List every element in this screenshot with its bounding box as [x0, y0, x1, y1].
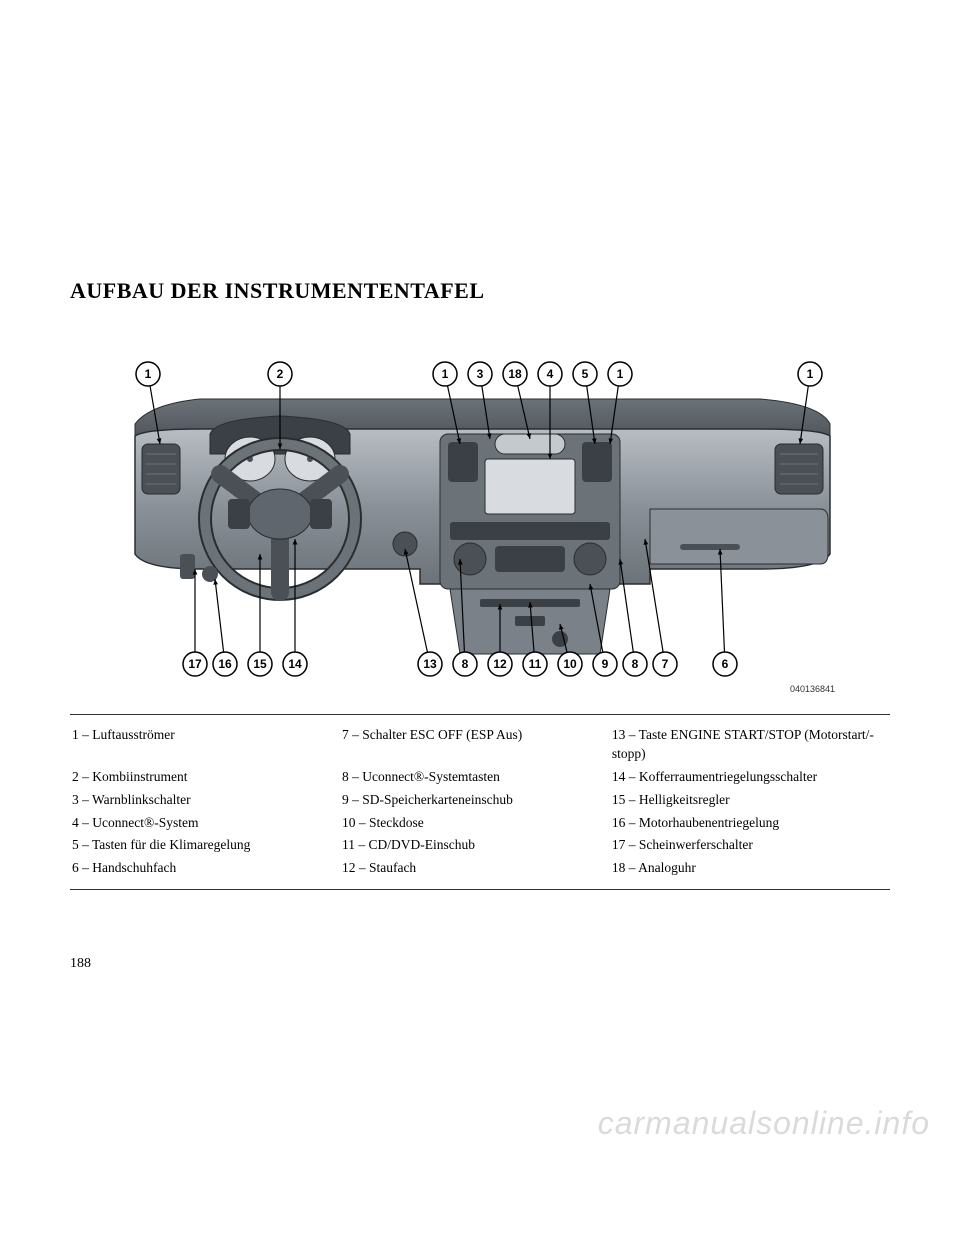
svg-text:15: 15: [253, 657, 267, 671]
legend-cell: 13 – Taste ENGINE START/STOP (Motorstart…: [612, 725, 888, 765]
legend-cell: 3 – Warnblinkschalter: [72, 790, 340, 811]
svg-text:8: 8: [462, 657, 469, 671]
svg-text:13: 13: [423, 657, 437, 671]
legend-cell: 15 – Helligkeitsregler: [612, 790, 888, 811]
dashboard-diagram: 1213184511 171615141381211109876 0401368…: [120, 344, 840, 694]
svg-text:17: 17: [188, 657, 202, 671]
legend-cell: 18 – Analoguhr: [612, 858, 888, 879]
dashboard-svg: 1213184511 171615141381211109876 0401368…: [120, 344, 840, 694]
svg-text:1: 1: [442, 367, 449, 381]
svg-text:11: 11: [529, 657, 542, 671]
part-number: 040136841: [790, 684, 835, 694]
legend-cell: 6 – Handschuhfach: [72, 858, 340, 879]
svg-text:1: 1: [807, 367, 814, 381]
legend-cell: 14 – Kofferraumentriegelungsschalter: [612, 767, 888, 788]
svg-text:3: 3: [477, 367, 484, 381]
svg-text:5: 5: [582, 367, 589, 381]
svg-text:2: 2: [277, 367, 284, 381]
svg-text:18: 18: [508, 367, 522, 381]
legend-cell: 8 – Uconnect®-Systemtasten: [342, 767, 610, 788]
legend-cell: 10 – Steckdose: [342, 813, 610, 834]
legend-cell: 7 – Schalter ESC OFF (ESP Aus): [342, 725, 610, 765]
legend-cell: 11 – CD/DVD-Einschub: [342, 835, 610, 856]
svg-text:1: 1: [617, 367, 624, 381]
page-number: 188: [70, 956, 91, 972]
legend-cell: 5 – Tasten für die Klimaregelung: [72, 835, 340, 856]
legend-cell: 16 – Motorhaubenentriegelung: [612, 813, 888, 834]
legend-cell: 12 – Staufach: [342, 858, 610, 879]
svg-text:8: 8: [632, 657, 639, 671]
legend-cell: 2 – Kombiinstrument: [72, 767, 340, 788]
svg-text:9: 9: [602, 657, 609, 671]
svg-text:6: 6: [722, 657, 729, 671]
svg-text:10: 10: [563, 657, 577, 671]
svg-text:7: 7: [662, 657, 669, 671]
svg-text:1: 1: [145, 367, 152, 381]
svg-text:4: 4: [547, 367, 554, 381]
svg-text:14: 14: [288, 657, 302, 671]
svg-text:12: 12: [493, 657, 507, 671]
section-title: AUFBAU DER INSTRUMENTENTAFEL: [70, 278, 890, 304]
legend-cell: 1 – Luftausströmer: [72, 725, 340, 765]
legend-cell: 9 – SD-Speicherkarteneinschub: [342, 790, 610, 811]
watermark: carmanualsonline.info: [598, 1105, 930, 1142]
svg-text:16: 16: [218, 657, 232, 671]
legend-cell: 4 – Uconnect®-System: [72, 813, 340, 834]
legend-cell: 17 – Scheinwerferschalter: [612, 835, 888, 856]
legend-table: 1 – Luftausströmer 7 – Schalter ESC OFF …: [70, 714, 890, 890]
